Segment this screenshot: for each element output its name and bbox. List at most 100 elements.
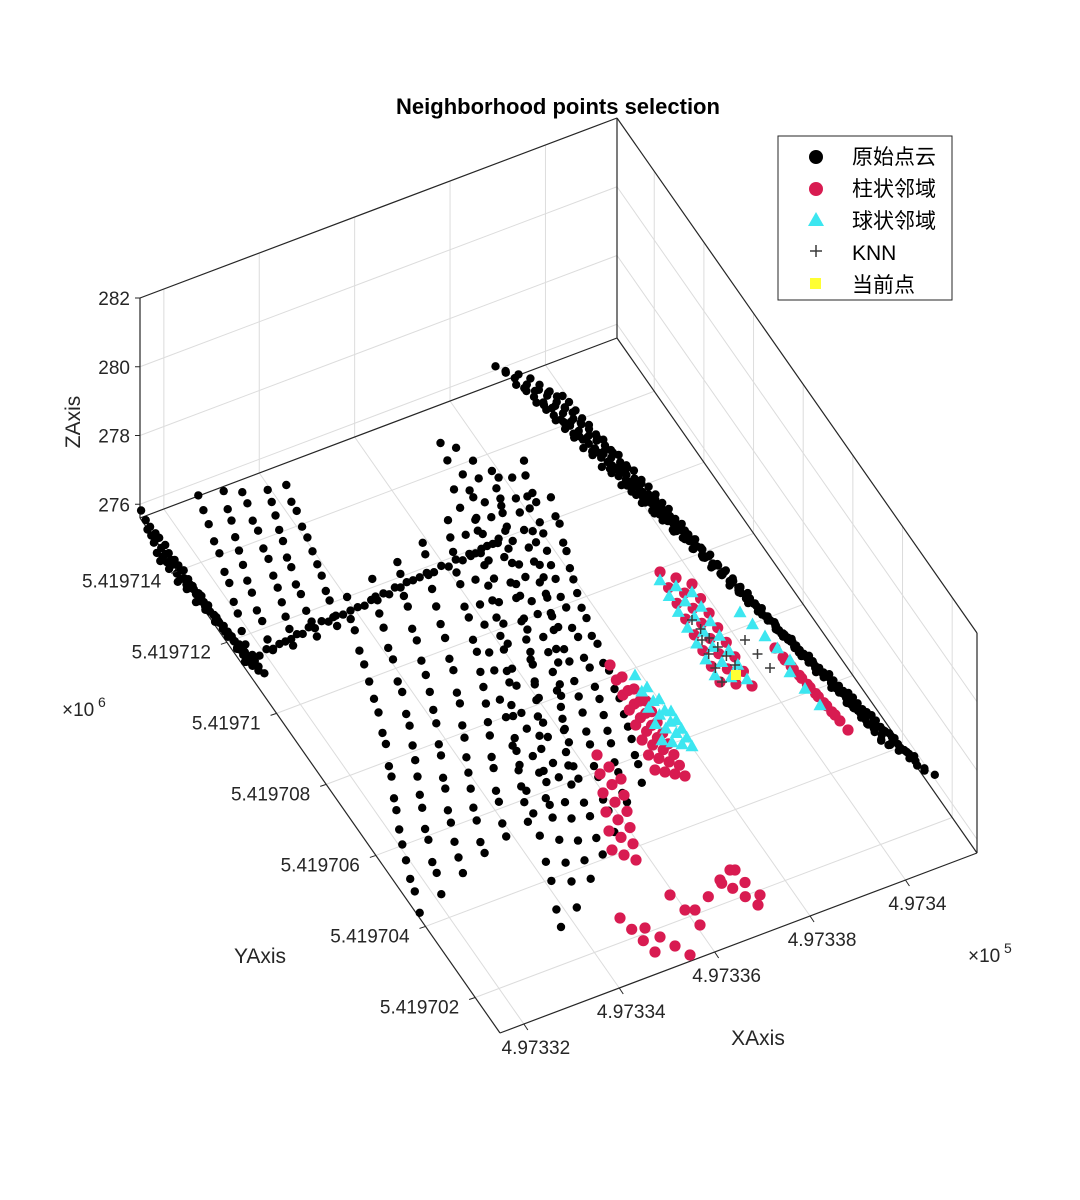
point-cylinder bbox=[714, 874, 726, 886]
point-original bbox=[324, 617, 333, 626]
point-sphere bbox=[662, 589, 676, 602]
point-original bbox=[317, 617, 326, 626]
point-original bbox=[757, 604, 766, 613]
point-knn bbox=[687, 615, 697, 625]
point-original bbox=[558, 714, 567, 723]
point-cylinder bbox=[630, 854, 642, 866]
point-original bbox=[511, 494, 521, 503]
point-original bbox=[436, 438, 445, 448]
point-sphere bbox=[783, 653, 797, 666]
point-sphere bbox=[690, 636, 704, 649]
point-original bbox=[194, 491, 203, 500]
point-original bbox=[369, 694, 379, 703]
point-original bbox=[534, 693, 543, 703]
point-original bbox=[564, 397, 574, 407]
point-knn bbox=[712, 642, 723, 652]
point-original bbox=[342, 592, 352, 602]
point-cylinder bbox=[752, 899, 764, 911]
y-tick-label: 5.419706 bbox=[281, 855, 360, 876]
point-original bbox=[210, 617, 220, 626]
point-original bbox=[574, 774, 583, 783]
point-sphere bbox=[715, 655, 729, 668]
legend-box bbox=[777, 135, 953, 301]
point-original bbox=[420, 824, 430, 834]
point-original bbox=[496, 494, 505, 503]
floor-grid-y bbox=[474, 817, 953, 998]
point-original bbox=[418, 538, 427, 547]
point-original bbox=[243, 499, 252, 508]
point-cylinder bbox=[654, 931, 666, 943]
point-original bbox=[215, 549, 224, 558]
point-sphere bbox=[655, 733, 669, 746]
point-sphere bbox=[664, 704, 678, 717]
point-original bbox=[281, 612, 290, 621]
point-original bbox=[658, 505, 667, 514]
point-cylinder bbox=[649, 764, 661, 776]
point-original bbox=[466, 784, 475, 793]
point-original bbox=[498, 819, 507, 828]
point-original bbox=[565, 564, 575, 573]
point-original bbox=[480, 848, 489, 858]
point-original bbox=[495, 695, 505, 704]
point-original bbox=[535, 768, 544, 777]
point-original bbox=[551, 512, 560, 521]
point-original bbox=[532, 498, 541, 507]
point-original bbox=[494, 797, 504, 806]
point-original bbox=[494, 473, 503, 482]
svg-text:×10: ×10 bbox=[62, 700, 94, 721]
point-cylinder bbox=[739, 876, 751, 889]
point-original bbox=[582, 727, 591, 736]
point-original bbox=[561, 747, 571, 757]
point-original bbox=[526, 647, 535, 657]
legend-marker-current bbox=[810, 278, 821, 289]
point-original bbox=[578, 708, 587, 717]
point-original bbox=[446, 818, 456, 827]
point-original bbox=[225, 578, 234, 588]
point-original bbox=[597, 462, 607, 472]
point-original bbox=[413, 772, 422, 781]
point-original bbox=[173, 577, 182, 586]
point-original bbox=[374, 708, 383, 717]
point-original bbox=[388, 655, 398, 664]
point-original bbox=[541, 589, 551, 598]
point-original bbox=[269, 571, 278, 580]
point-knn bbox=[710, 663, 721, 673]
point-original bbox=[564, 738, 574, 747]
floor-grid-x bbox=[163, 508, 525, 1025]
point-cylinder bbox=[628, 683, 640, 695]
point-original bbox=[440, 633, 450, 643]
point-original bbox=[528, 751, 537, 761]
point-cylinder bbox=[606, 844, 618, 856]
point-original bbox=[201, 605, 210, 614]
point-original bbox=[402, 578, 411, 587]
axes-box-edge bbox=[616, 117, 978, 634]
point-original bbox=[452, 688, 462, 697]
point-original bbox=[579, 798, 589, 807]
point-original bbox=[527, 597, 536, 606]
point-original bbox=[599, 710, 608, 720]
point-original bbox=[443, 516, 453, 525]
point-cylinder bbox=[606, 779, 618, 791]
point-cylinder bbox=[754, 889, 766, 901]
point-original bbox=[393, 677, 402, 686]
point-original bbox=[485, 648, 494, 657]
point-original bbox=[492, 484, 501, 493]
point-original bbox=[412, 636, 421, 645]
point-original bbox=[691, 535, 700, 544]
point-original bbox=[360, 601, 369, 610]
floor-grid-x bbox=[354, 436, 716, 953]
point-original bbox=[385, 590, 394, 599]
point-original bbox=[268, 644, 278, 653]
point-original bbox=[857, 713, 866, 722]
point-sphere bbox=[708, 668, 722, 681]
floor-grid-x bbox=[258, 472, 620, 989]
point-original bbox=[444, 562, 453, 571]
point-original bbox=[529, 809, 538, 818]
point-original bbox=[546, 493, 556, 502]
point-original bbox=[493, 538, 502, 548]
point-sphere bbox=[703, 614, 717, 627]
point-original bbox=[411, 756, 420, 765]
point-sphere bbox=[648, 717, 662, 729]
point-original bbox=[514, 560, 524, 569]
